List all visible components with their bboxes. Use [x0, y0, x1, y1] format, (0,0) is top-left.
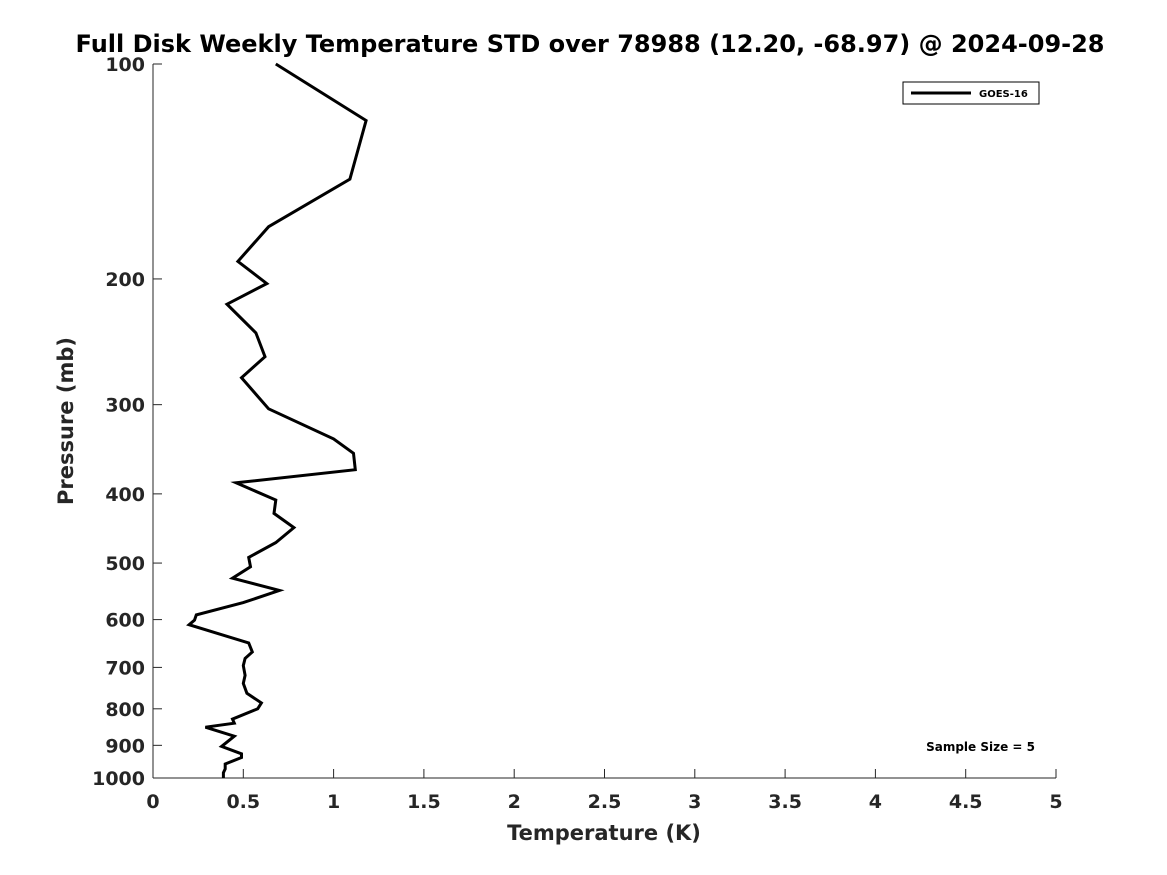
- y-tick-label: 100: [105, 54, 145, 76]
- y-tick-label: 900: [105, 735, 145, 757]
- x-tick-label: 3: [688, 791, 701, 813]
- y-tick-label: 800: [105, 699, 145, 721]
- x-tick-label: 3.5: [768, 791, 802, 813]
- legend-entry-goes-16: GOES-16: [979, 89, 1028, 100]
- legend: GOES-16: [902, 81, 1040, 105]
- y-tick-label: 300: [105, 395, 145, 417]
- x-tick-label: 0.5: [226, 791, 260, 813]
- x-tick-label: 4.5: [949, 791, 983, 813]
- y-tick-label: 1000: [92, 768, 145, 790]
- sample-size-annotation: Sample Size = 5: [926, 740, 1035, 754]
- series-line-goes-16: [186, 62, 368, 778]
- y-tick-label: 400: [105, 484, 145, 506]
- x-tick-label: 1: [327, 791, 340, 813]
- x-tick-label: 4: [869, 791, 882, 813]
- y-tick-label: 700: [105, 657, 145, 679]
- x-tick-label: 0: [146, 791, 159, 813]
- y-tick-label: 500: [105, 553, 145, 575]
- x-tick-label: 1.5: [407, 791, 441, 813]
- series-layer: [186, 62, 368, 778]
- y-axis-ticks: 100 200 300 400 500 600 700 800 900 1000: [92, 54, 162, 790]
- x-tick-label: 2: [508, 791, 521, 813]
- y-tick-label: 200: [105, 269, 145, 291]
- x-tick-label: 5: [1049, 791, 1062, 813]
- x-axis-label: Temperature (K): [507, 821, 701, 845]
- y-tick-label: 600: [105, 610, 145, 632]
- x-axis-ticks: 0 0.5 1 1.5 2 2.5 3 3.5 4 4.5 5: [146, 769, 1063, 813]
- x-tick-label: 2.5: [588, 791, 622, 813]
- y-axis-label: Pressure (mb): [54, 337, 78, 505]
- chart-title: Full Disk Weekly Temperature STD over 78…: [76, 30, 1105, 58]
